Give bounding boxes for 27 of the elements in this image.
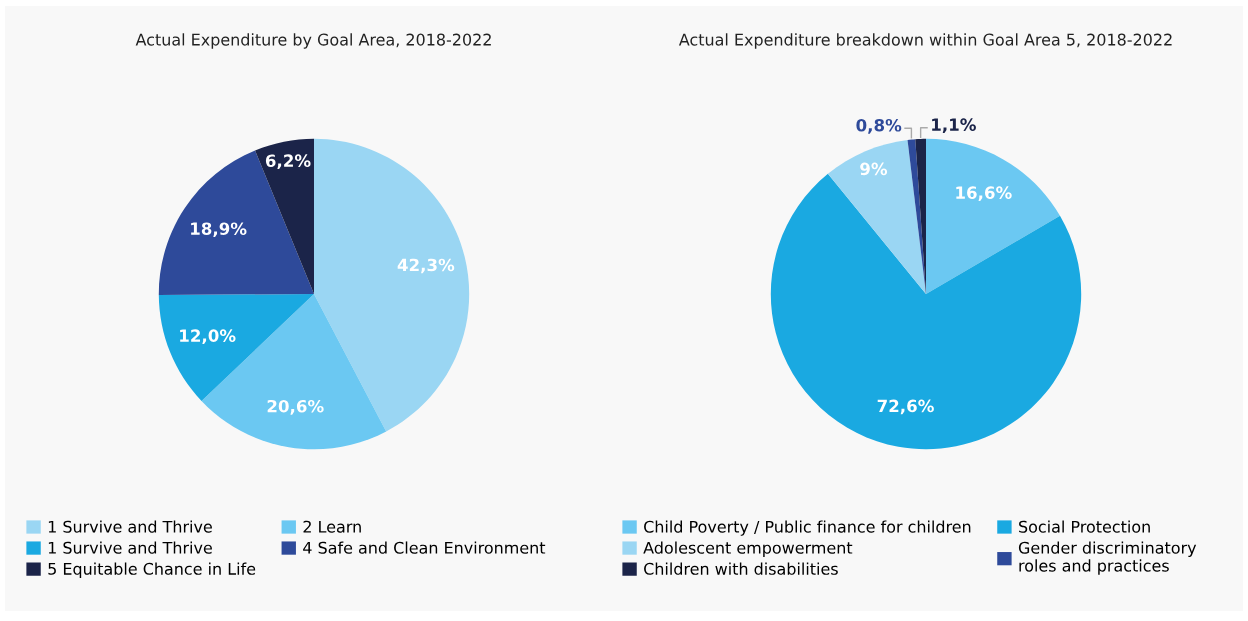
- data-label: 12,0%: [180, 329, 236, 345]
- pie-slice: [255, 138, 314, 294]
- data-label: 1,1%: [932, 118, 976, 134]
- chart-title: Actual Expenditure by Goal Area, 2018-2022: [135, 33, 491, 49]
- pie-slice: [827, 139, 926, 294]
- legend-label: Social Protection: [1019, 520, 1150, 533]
- chart-title: Actual Expenditure breakdown within Goal Area 5, 2018-2022: [678, 33, 1172, 49]
- legend-label: Child Poverty / Public finance for children: [644, 520, 971, 536]
- data-label: 9%: [860, 162, 888, 176]
- legend-label: Adolescent empowerment: [643, 541, 853, 557]
- data-label: 6,2%: [265, 154, 311, 170]
- data-label: 72,6%: [877, 399, 934, 415]
- legend-label: 4 Safe and Clean Environment: [303, 541, 546, 554]
- legend-label: 1 Survive and Thrive: [48, 541, 212, 554]
- data-label: 42,3%: [397, 258, 455, 274]
- pie-slice: [158, 294, 314, 401]
- legend-label: 2 Learn: [303, 520, 361, 533]
- pie-slice: [158, 150, 314, 295]
- data-label: 18,9%: [191, 222, 247, 238]
- data-label: 20,6%: [267, 399, 324, 415]
- legend-label: Gender discriminatory roles and practices: [1018, 541, 1197, 575]
- legend-label: 1 Survive and Thrive: [48, 520, 212, 533]
- data-label: 0,8%: [856, 118, 902, 134]
- legend-label: Children with disabilities: [644, 562, 838, 575]
- legend-label: 5 Equitable Chance in Life: [48, 562, 256, 578]
- pie-slice: [926, 138, 1060, 294]
- data-label: 16,6%: [956, 186, 1012, 202]
